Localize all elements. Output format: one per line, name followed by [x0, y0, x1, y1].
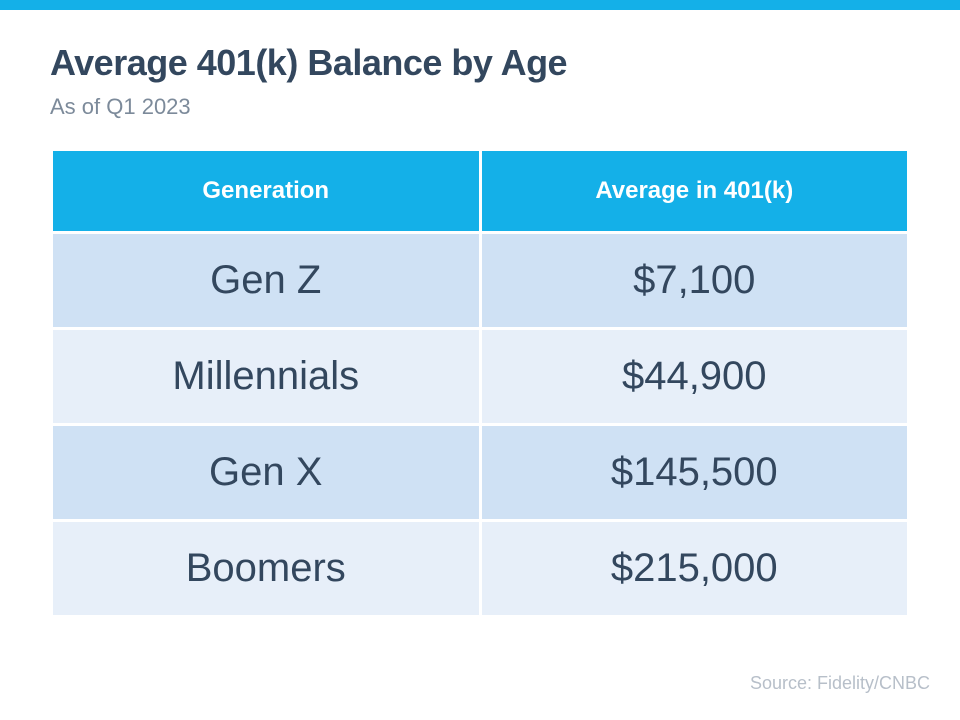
cell-generation: Boomers [53, 522, 479, 615]
balance-table: Generation Average in 401(k) Gen Z $7,10… [50, 148, 910, 618]
page-subtitle: As of Q1 2023 [50, 94, 910, 120]
cell-average: $44,900 [482, 330, 908, 423]
cell-generation: Millennials [53, 330, 479, 423]
col-header-average: Average in 401(k) [482, 151, 908, 231]
cell-average: $145,500 [482, 426, 908, 519]
table-row: Gen Z $7,100 [53, 234, 907, 327]
cell-generation: Gen X [53, 426, 479, 519]
table-row: Millennials $44,900 [53, 330, 907, 423]
cell-average: $7,100 [482, 234, 908, 327]
top-accent-bar [0, 0, 960, 10]
col-header-generation: Generation [53, 151, 479, 231]
cell-average: $215,000 [482, 522, 908, 615]
table-row: Boomers $215,000 [53, 522, 907, 615]
table-header-row: Generation Average in 401(k) [53, 151, 907, 231]
source-attribution: Source: Fidelity/CNBC [750, 673, 930, 694]
table-row: Gen X $145,500 [53, 426, 907, 519]
content-area: Average 401(k) Balance by Age As of Q1 2… [0, 10, 960, 618]
cell-generation: Gen Z [53, 234, 479, 327]
page-title: Average 401(k) Balance by Age [50, 42, 910, 84]
